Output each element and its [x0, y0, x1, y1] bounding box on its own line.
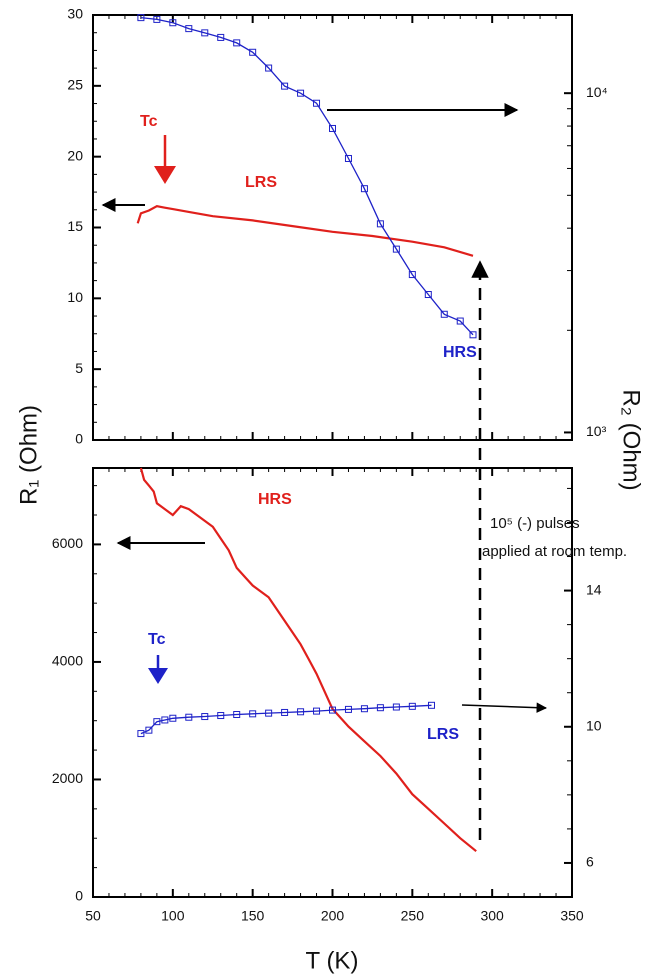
marker — [297, 708, 305, 716]
marker — [137, 14, 145, 22]
marker — [169, 714, 177, 722]
marker — [376, 704, 384, 712]
y2-axis-label: R₂ (Ohm) — [618, 389, 645, 490]
y-tick-label: 2000 — [52, 770, 83, 786]
tc-arrow-head — [148, 668, 168, 684]
marker — [217, 33, 225, 41]
marker — [153, 718, 161, 726]
series-line — [136, 205, 474, 257]
marker — [161, 716, 169, 724]
marker — [137, 730, 145, 738]
annotation: Tc — [140, 113, 158, 130]
marker — [376, 220, 384, 228]
marker — [456, 317, 464, 325]
marker — [185, 25, 193, 33]
marker — [392, 245, 400, 253]
marker — [344, 705, 352, 713]
marker — [408, 702, 416, 710]
y-tick-label: 0 — [75, 888, 83, 904]
marker — [313, 707, 321, 715]
x-tick-label: 250 — [401, 908, 425, 924]
annotation: LRS — [427, 726, 459, 743]
marker — [249, 710, 257, 718]
marker — [424, 291, 432, 299]
y-tick-label: 25 — [67, 77, 83, 93]
annotation: applied at room temp. — [482, 543, 627, 560]
x-tick-label: 150 — [241, 908, 265, 924]
x-tick-label: 50 — [85, 908, 101, 924]
y-tick-label: 5 — [75, 360, 83, 376]
marker — [440, 310, 448, 318]
marker — [281, 708, 289, 716]
annotation: HRS — [443, 344, 477, 361]
x-tick-label: 300 — [480, 908, 504, 924]
marker — [169, 19, 177, 27]
marker — [201, 29, 209, 37]
y-tick-label: 10 — [67, 289, 83, 305]
y-tick-label: 30 — [67, 6, 83, 22]
marker — [313, 99, 321, 107]
marker — [233, 711, 241, 719]
marker — [469, 331, 477, 339]
y-tick-label: 20 — [67, 147, 83, 163]
annotation: Tc — [148, 631, 166, 648]
annotation: HRS — [258, 491, 292, 508]
series-line — [139, 467, 477, 853]
arrow — [461, 702, 548, 713]
marker — [427, 701, 435, 709]
series-line — [140, 16, 474, 336]
x-axis-label: T (K) — [306, 947, 359, 974]
y2-tick-label: 6 — [586, 854, 594, 870]
marker — [201, 713, 209, 721]
marker — [392, 703, 400, 711]
y-axis-label: R₁ (Ohm) — [15, 405, 42, 505]
marker — [297, 89, 305, 97]
plot-frame — [92, 14, 573, 441]
y2-tick-label: 10³ — [586, 423, 607, 439]
x-tick-label: 200 — [321, 908, 345, 924]
marker — [344, 154, 352, 162]
marker — [281, 82, 289, 90]
y2-tick-label: 14 — [586, 581, 602, 597]
annotation: 10⁵ (-) pulses — [490, 515, 580, 532]
tc-arrow-head — [154, 166, 176, 184]
marker — [408, 271, 416, 279]
marker — [360, 185, 368, 193]
x-tick-label: 350 — [560, 908, 584, 924]
marker — [265, 709, 273, 717]
y-tick-label: 0 — [75, 431, 83, 447]
plot-frame — [92, 467, 573, 898]
y-tick-label: 15 — [67, 218, 83, 234]
annotation: LRS — [245, 174, 277, 191]
y2-tick-label: 10 — [586, 717, 602, 733]
marker — [249, 48, 257, 56]
marker — [329, 124, 336, 132]
marker — [185, 713, 193, 721]
marker — [233, 39, 241, 47]
x-tick-label: 100 — [161, 908, 185, 924]
marker — [153, 15, 161, 23]
y2-tick-label: 10⁴ — [586, 84, 608, 100]
y-tick-label: 6000 — [52, 535, 83, 551]
marker — [265, 64, 273, 72]
marker — [217, 712, 225, 720]
marker — [145, 726, 153, 734]
marker — [360, 705, 368, 713]
marker — [329, 706, 336, 714]
y-tick-label: 4000 — [52, 653, 83, 669]
